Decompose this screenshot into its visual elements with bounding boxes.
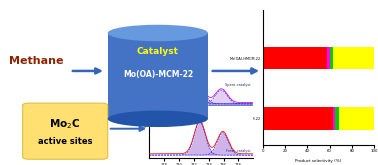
Bar — [108, 33, 208, 119]
Bar — [263, 47, 327, 69]
Y-axis label: Intensity (a.u.): Intensity (a.u.) — [144, 101, 148, 127]
X-axis label: Product selectivity (%): Product selectivity (%) — [295, 159, 342, 163]
Text: Mo(OA)-MCM-22: Mo(OA)-MCM-22 — [123, 70, 193, 79]
Text: Fresh catalyst: Fresh catalyst — [226, 149, 251, 153]
Bar — [333, 47, 374, 69]
Text: Catalyst: Catalyst — [137, 47, 179, 56]
Text: Spent catalyst: Spent catalyst — [225, 83, 251, 87]
Bar — [327, 47, 330, 69]
Bar — [333, 107, 335, 130]
Bar — [330, 47, 333, 69]
Bar — [335, 107, 339, 130]
FancyBboxPatch shape — [23, 103, 108, 159]
Bar — [339, 107, 374, 130]
Bar — [263, 107, 333, 130]
Text: active sites: active sites — [38, 137, 92, 146]
Ellipse shape — [108, 111, 208, 127]
Ellipse shape — [108, 25, 208, 41]
Text: Methane: Methane — [9, 56, 64, 66]
Text: Mo$_2$C: Mo$_2$C — [49, 118, 81, 132]
